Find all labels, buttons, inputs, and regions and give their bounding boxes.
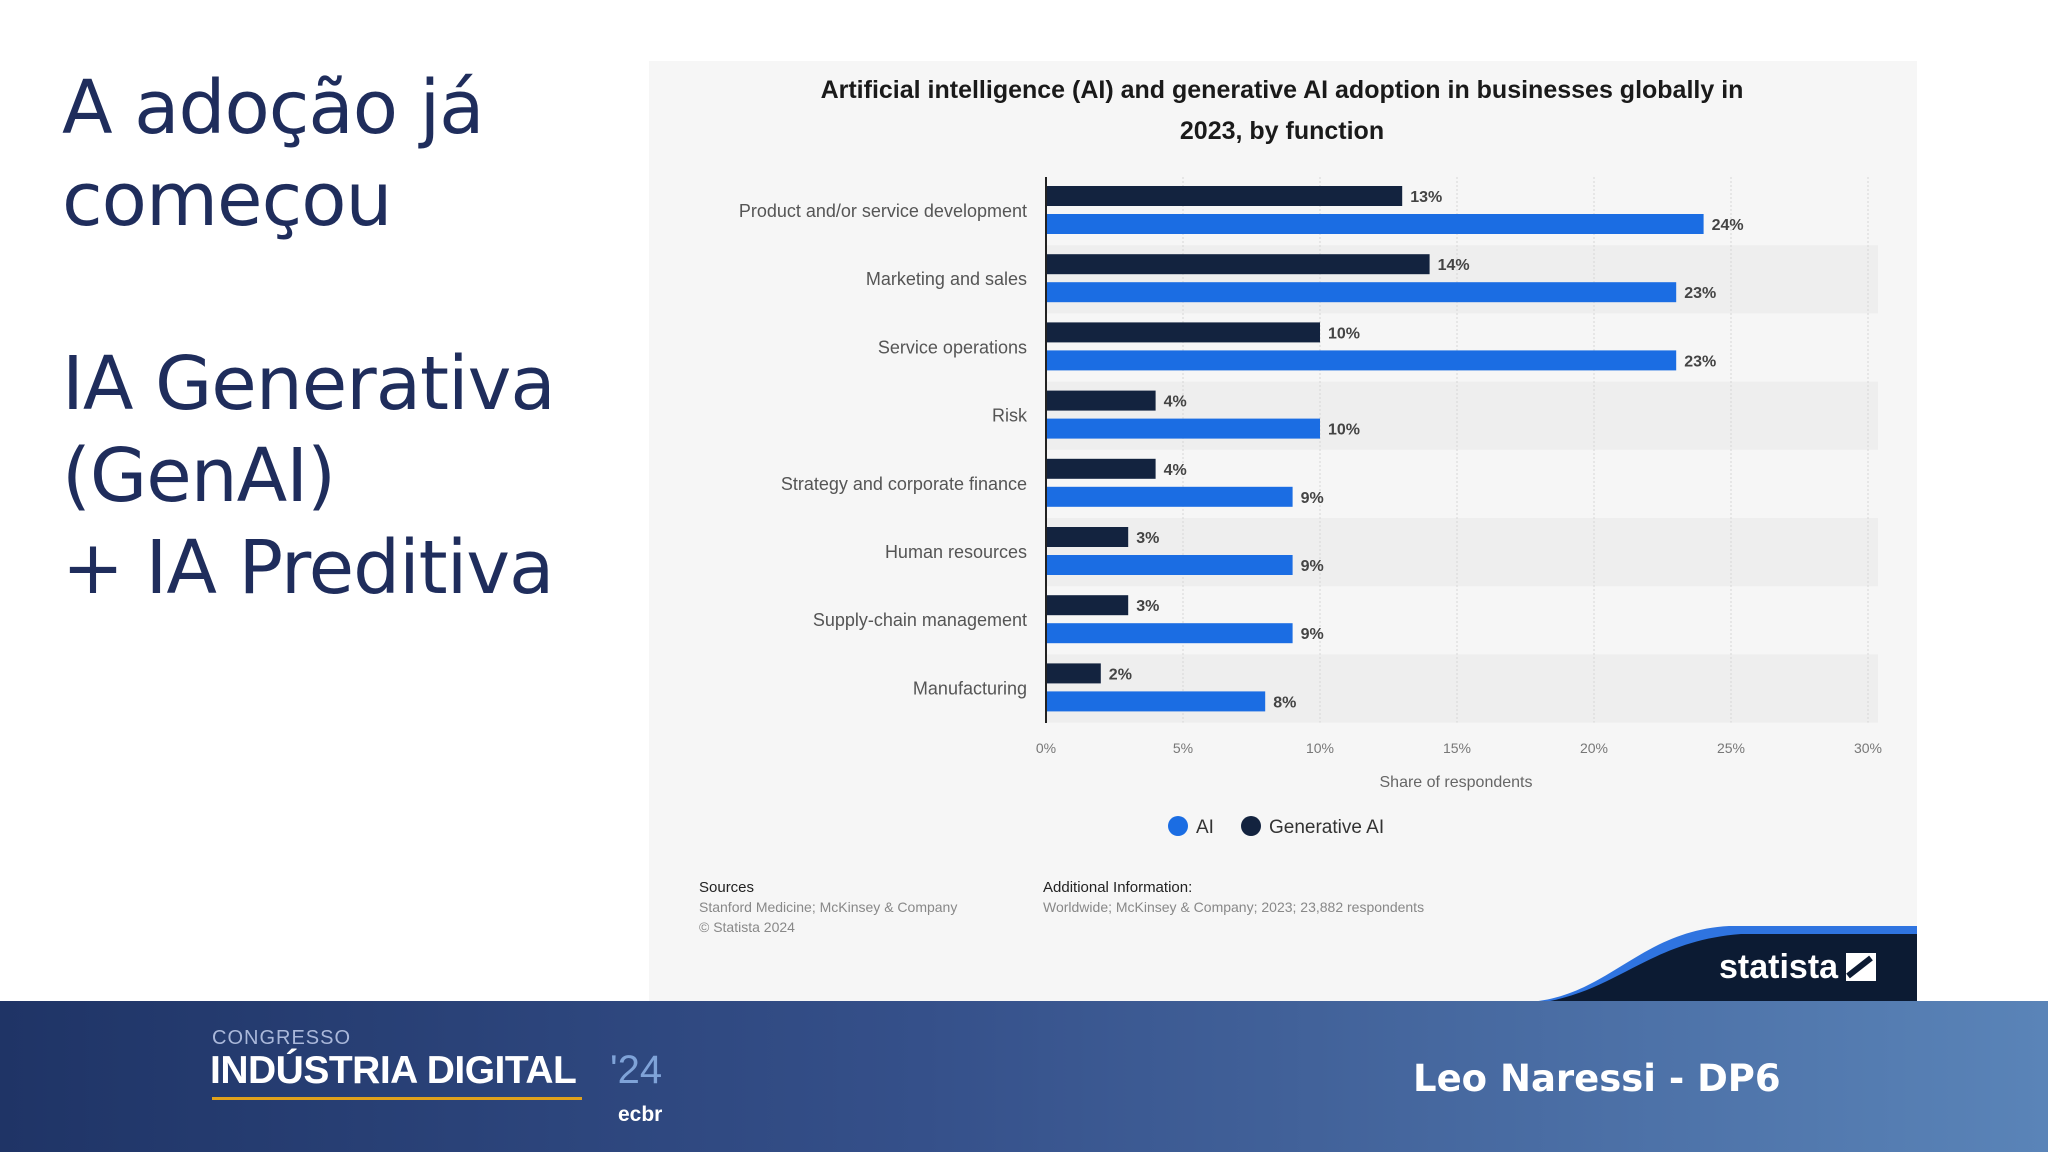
sources-heading: Sources xyxy=(699,879,754,896)
chart-legend: AI Generative AI xyxy=(1168,816,1384,838)
ai-bar xyxy=(1047,691,1266,712)
presenter-name: Leo Naressi - DP6 xyxy=(1413,1057,1781,1100)
chart-title-line-2: 2023, by function xyxy=(1180,117,1384,145)
genai-data-label: 10% xyxy=(1328,325,1360,342)
ai-data-label: 9% xyxy=(1301,558,1324,575)
category-band xyxy=(1046,381,1878,450)
category-label: Marketing and sales xyxy=(866,269,1027,289)
additional-line-1: Worldwide; McKinsey & Company; 2023; 23,… xyxy=(1043,899,1424,915)
genai-bar xyxy=(1047,254,1430,275)
statista-wave xyxy=(1539,934,1917,1003)
ai-data-label: 8% xyxy=(1273,694,1296,711)
event-congress-label: CONGRESSO xyxy=(212,1027,352,1049)
legend-label: AI xyxy=(1196,817,1214,838)
title-spacer xyxy=(62,246,622,338)
x-tick-label: 25% xyxy=(1717,740,1745,756)
ai-data-label: 23% xyxy=(1684,285,1716,302)
slide-title: A adoção já começou IA Generativa (GenAI… xyxy=(62,62,622,614)
ai-bar xyxy=(1047,555,1293,575)
footer-banner: CONGRESSO INDÚSTRIA DIGITAL '24 ecbr Leo… xyxy=(0,1001,2048,1152)
title-line-2: começou xyxy=(62,157,392,243)
event-logo: CONGRESSO INDÚSTRIA DIGITAL '24 ecbr xyxy=(210,1027,690,1137)
ai-data-label: 24% xyxy=(1712,217,1744,234)
category-label: Strategy and corporate finance xyxy=(781,474,1027,494)
x-axis-ticks: 0% 5% 10% 15% 20% 25% 30% xyxy=(1036,740,1882,756)
ai-bar xyxy=(1047,486,1293,507)
bar-chart: Artificial intelligence (AI) and generat… xyxy=(649,76,1917,1003)
chart-gridlines xyxy=(1182,177,1869,723)
ai-bar xyxy=(1047,350,1677,371)
genai-bar xyxy=(1047,458,1156,479)
category-label: Service operations xyxy=(878,337,1027,357)
category-band xyxy=(1046,518,1878,587)
event-underline xyxy=(212,1097,582,1100)
additional-heading: Additional Information: xyxy=(1043,879,1192,896)
legend-marker xyxy=(1241,816,1261,836)
genai-bar xyxy=(1047,595,1129,616)
x-tick-label: 30% xyxy=(1854,740,1882,756)
ai-data-label: 10% xyxy=(1328,422,1360,439)
category-label: Supply-chain management xyxy=(813,610,1027,630)
category-labels: Product and/or service development Market… xyxy=(739,201,1028,698)
statista-logo-text: statista xyxy=(1719,948,1839,986)
ai-bar xyxy=(1047,282,1677,303)
event-organizer: ecbr xyxy=(618,1103,663,1126)
genai-data-label: 2% xyxy=(1109,666,1132,683)
category-label: Manufacturing xyxy=(913,678,1027,698)
ai-bar xyxy=(1047,214,1704,234)
statista-logo-mark xyxy=(1846,953,1876,981)
category-label: Product and/or service development xyxy=(739,201,1027,221)
chart-bars: 13% 14% 10% 4% 4% 3% 3% 2% 24% 23% 23% 10% 9% 9% 9% 8% xyxy=(1047,186,1744,712)
genai-bar xyxy=(1047,186,1403,206)
category-band xyxy=(1046,654,1878,723)
chart-title-line-1: Artificial intelligence (AI) and generat… xyxy=(821,76,1744,104)
category-bands xyxy=(1046,245,1878,723)
genai-bar xyxy=(1047,663,1101,684)
legend-marker xyxy=(1168,816,1188,836)
chart-card: Artificial intelligence (AI) and generat… xyxy=(649,61,1917,1003)
title-line-1: A adoção já xyxy=(62,65,484,151)
x-tick-label: 5% xyxy=(1173,740,1193,756)
genai-data-label: 13% xyxy=(1410,189,1442,206)
statista-wave-accent xyxy=(649,926,1917,1003)
ai-data-label: 9% xyxy=(1301,626,1324,643)
genai-bar xyxy=(1047,527,1129,547)
x-tick-label: 20% xyxy=(1580,740,1608,756)
sources-line-1: Stanford Medicine; McKinsey & Company xyxy=(699,899,957,915)
x-tick-label: 0% xyxy=(1036,740,1056,756)
x-tick-label: 10% xyxy=(1306,740,1334,756)
sources-line-2: © Statista 2024 xyxy=(699,919,795,935)
subtitle-line-2: (GenAI) xyxy=(62,433,336,519)
x-axis-title: Share of respondents xyxy=(1380,774,1533,791)
category-label: Human resources xyxy=(885,542,1027,562)
event-name: INDÚSTRIA DIGITAL xyxy=(210,1049,577,1092)
genai-bar xyxy=(1047,322,1320,343)
genai-bar xyxy=(1047,390,1156,411)
ai-data-label: 23% xyxy=(1684,353,1716,370)
ai-bar xyxy=(1047,623,1293,644)
subtitle-line-3: + IA Preditiva xyxy=(62,525,554,611)
genai-data-label: 4% xyxy=(1164,394,1187,411)
event-year: '24 xyxy=(610,1048,663,1092)
genai-data-label: 4% xyxy=(1164,462,1187,479)
subtitle-line-1: IA Generativa xyxy=(62,341,556,427)
ai-data-label: 9% xyxy=(1301,490,1324,507)
genai-data-label: 3% xyxy=(1136,530,1159,547)
genai-data-label: 14% xyxy=(1438,257,1470,274)
legend-label: Generative AI xyxy=(1269,817,1384,838)
x-tick-label: 15% xyxy=(1443,740,1471,756)
category-label: Risk xyxy=(992,406,1028,426)
ai-bar xyxy=(1047,418,1320,439)
genai-data-label: 3% xyxy=(1136,598,1159,615)
